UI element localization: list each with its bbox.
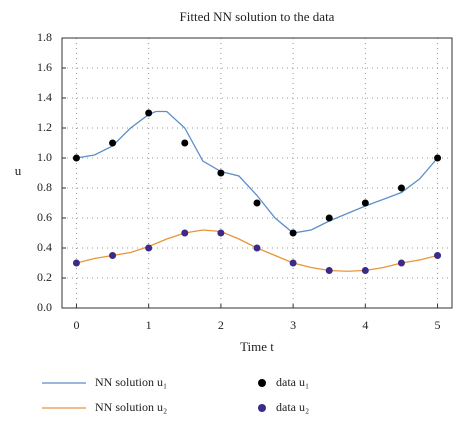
- data-point: [325, 267, 333, 274]
- plot-frame: [61, 37, 453, 309]
- data-point: [434, 252, 442, 259]
- y-tick-label: 1.0: [37, 150, 52, 164]
- fitted-line: [76, 110, 439, 234]
- y-tick-label: 0.2: [37, 270, 52, 284]
- legend-label: NN solution u₂: [95, 400, 167, 414]
- x-tick-label: 4: [362, 318, 368, 332]
- legend-marker: [258, 404, 266, 412]
- x-tick-label: 2: [218, 318, 224, 332]
- legend-marker: [258, 379, 266, 387]
- y-tick-label: 1.6: [37, 60, 52, 74]
- y-axis-label: u: [15, 163, 22, 178]
- data-point: [109, 139, 117, 147]
- legend-label: NN solution u₁: [95, 375, 167, 389]
- data-point: [181, 229, 189, 237]
- y-tick-label: 1.8: [37, 30, 52, 44]
- data-point: [109, 252, 117, 259]
- data-point: [253, 244, 261, 252]
- data-point: [217, 169, 225, 177]
- data-point: [289, 259, 297, 267]
- y-tick-label: 0.0: [37, 300, 52, 314]
- data-point: [253, 199, 261, 207]
- data-point: [72, 154, 80, 162]
- y-tick-label: 0.8: [37, 180, 52, 194]
- legend-label: data u₁: [276, 375, 309, 389]
- x-tick-label: 1: [146, 318, 152, 332]
- y-tick-label: 0.4: [37, 240, 52, 254]
- chart-title: Fitted NN solution to the data: [180, 9, 335, 24]
- data-point: [361, 267, 369, 274]
- x-tick-label: 3: [290, 318, 296, 332]
- data-point: [145, 109, 153, 117]
- data-point: [361, 199, 369, 207]
- legend-label: data u₂: [276, 400, 309, 414]
- data-point: [397, 259, 405, 267]
- y-tick-label: 1.2: [37, 120, 52, 134]
- data-point: [434, 154, 442, 162]
- data-point: [325, 214, 333, 222]
- data-point: [72, 259, 80, 267]
- data-point: [145, 244, 153, 252]
- data-point: [181, 139, 189, 147]
- data-point: [217, 229, 225, 237]
- data-point: [289, 229, 297, 237]
- data-point: [397, 184, 405, 192]
- x-tick-label: 5: [435, 318, 441, 332]
- x-tick-label: 0: [73, 318, 79, 332]
- x-axis-label: Time t: [240, 339, 274, 354]
- y-tick-label: 1.4: [37, 90, 52, 104]
- y-tick-label: 0.6: [37, 210, 52, 224]
